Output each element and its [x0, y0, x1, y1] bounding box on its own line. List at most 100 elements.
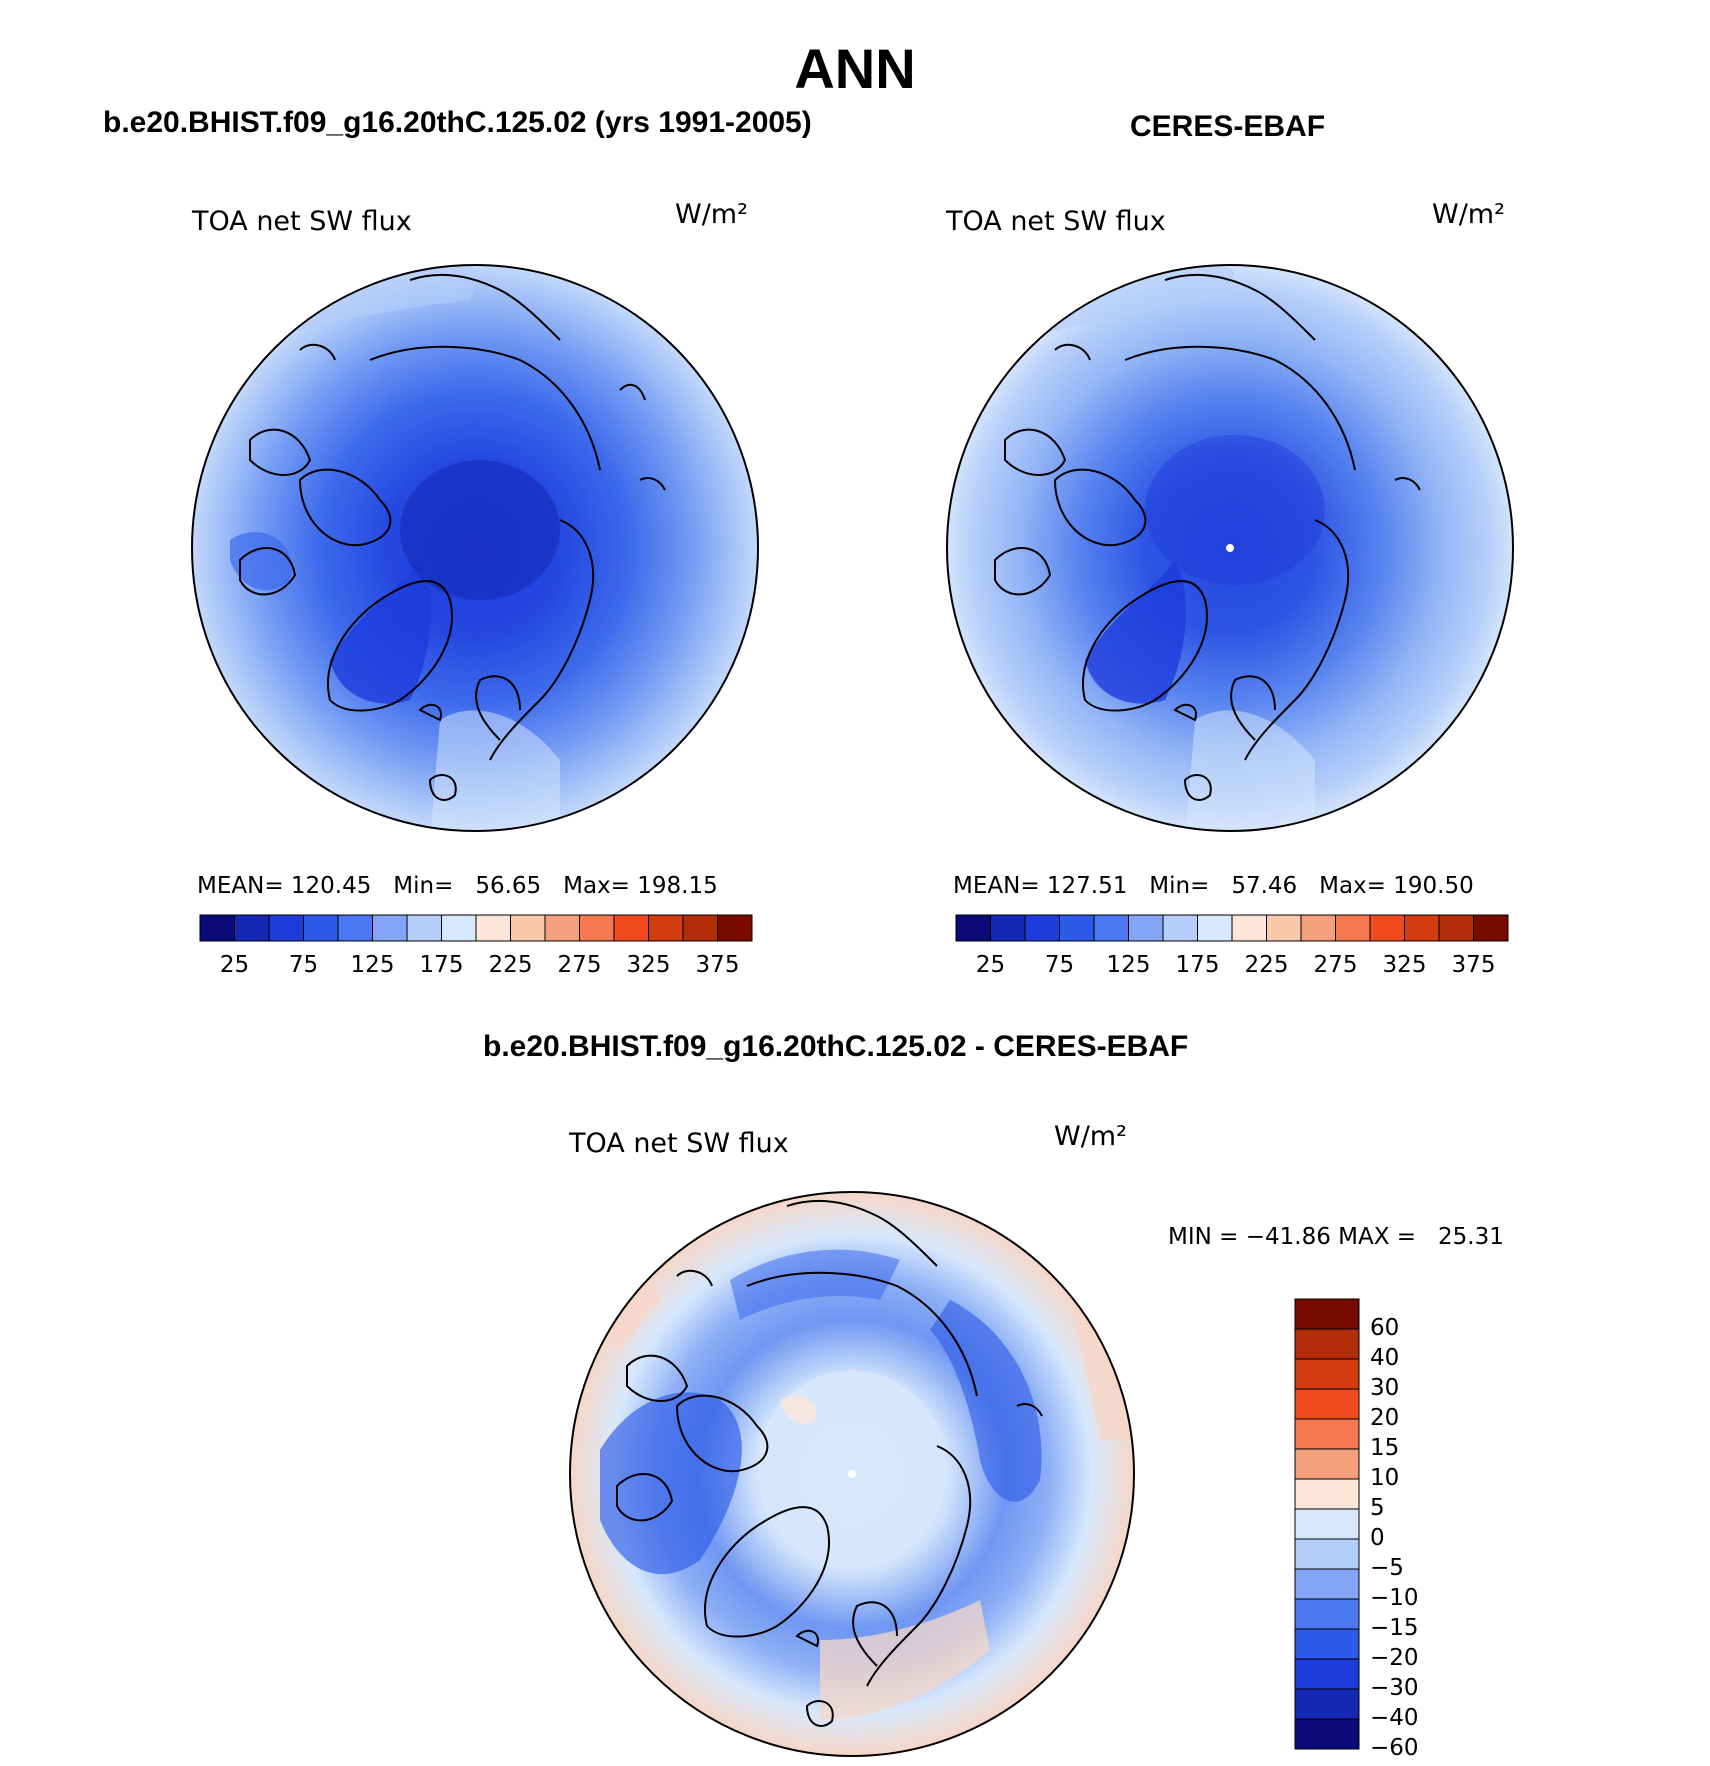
- colorbar-swatch: [234, 914, 270, 942]
- colorbar-swatch: [1162, 914, 1198, 942]
- colorbar-swatch: [1335, 914, 1371, 942]
- colorbar-swatch: [1294, 1298, 1360, 1330]
- colorbar-tick-label: 325: [1382, 952, 1427, 978]
- colorbar-tick-label: 75: [288, 952, 319, 978]
- colorbar-swatch: [1294, 1628, 1360, 1660]
- model-stats: MEAN= 120.45 Min= 56.65 Max= 198.15: [197, 873, 718, 899]
- diff-panel-title: b.e20.BHIST.f09_g16.20thC.125.02 - CERES…: [483, 1030, 1189, 1063]
- colorbar-swatch: [990, 914, 1026, 942]
- obs-variable-label: TOA net SW flux: [946, 206, 1166, 237]
- colorbar-swatch: [1266, 914, 1302, 942]
- colorbar-swatch: [1294, 1598, 1360, 1630]
- colorbar-tick-label: −60: [1370, 1735, 1419, 1761]
- diff-variable-label: TOA net SW flux: [569, 1128, 789, 1159]
- colorbar-swatch: [1294, 1328, 1360, 1360]
- colorbar-tick-label: −30: [1370, 1675, 1419, 1701]
- diff-polar-map: [569, 1191, 1135, 1757]
- colorbar-tick-label: −5: [1370, 1555, 1404, 1581]
- model-colorbar-ticks: 25 75 125 175 225 275 325 375: [0, 952, 740, 978]
- colorbar-tick-label: 225: [488, 952, 533, 978]
- colorbar-swatch: [303, 914, 339, 942]
- colorbar-swatch: [613, 914, 649, 942]
- colorbar-swatch: [441, 914, 477, 942]
- colorbar-swatch: [1294, 1418, 1360, 1450]
- colorbar-swatch: [475, 914, 511, 942]
- colorbar-swatch: [1093, 914, 1129, 942]
- colorbar-swatch: [1294, 1388, 1360, 1420]
- model-variable-label: TOA net SW flux: [192, 206, 412, 237]
- obs-colorbar: [955, 914, 1509, 942]
- colorbar-tick-label: 225: [1244, 952, 1289, 978]
- diff-colorbar-ticks: 60 40 30 20 15 10 5 0 −5 −10 −15 −20 −30 −40 −60: [0, 0, 1419, 1761]
- colorbar-swatch: [337, 914, 373, 942]
- colorbar-swatch: [1294, 1478, 1360, 1510]
- model-polar-map: [191, 264, 759, 832]
- colorbar-swatch: [579, 914, 615, 942]
- model-colorbar: [199, 914, 753, 942]
- colorbar-swatch: [1300, 914, 1336, 942]
- colorbar-swatch: [1024, 914, 1060, 942]
- colorbar-swatch: [199, 914, 235, 942]
- obs-stats: MEAN= 127.51 Min= 57.46 Max= 190.50: [953, 873, 1474, 899]
- colorbar-tick-label: 75: [1044, 952, 1075, 978]
- colorbar-swatch: [510, 914, 546, 942]
- colorbar-swatch: [406, 914, 442, 942]
- colorbar-tick-label: 25: [219, 952, 250, 978]
- colorbar-tick-label: 125: [1106, 952, 1151, 978]
- colorbar-tick-label: 375: [695, 952, 740, 978]
- obs-colorbar-ticks: 25 75 125 175 225 275 325 375: [0, 952, 1496, 978]
- colorbar-tick-label: 275: [557, 952, 602, 978]
- colorbar-tick-label: 175: [419, 952, 464, 978]
- colorbar-tick-label: −15: [1370, 1615, 1419, 1641]
- colorbar-tick-label: 175: [1175, 952, 1220, 978]
- colorbar-tick-label: 20: [1370, 1405, 1400, 1431]
- colorbar-swatch: [1294, 1358, 1360, 1390]
- colorbar-swatch: [1294, 1508, 1360, 1540]
- colorbar-tick-label: 275: [1313, 952, 1358, 978]
- colorbar-swatch: [1404, 914, 1440, 942]
- colorbar-swatch: [1059, 914, 1095, 942]
- figure-title: ANN: [794, 37, 916, 100]
- colorbar-swatch: [717, 914, 753, 942]
- diff-stats: MIN = −41.86 MAX = 25.31: [1168, 1224, 1504, 1250]
- model-units-label: W/m²: [675, 199, 748, 230]
- colorbar-tick-label: 60: [1370, 1315, 1400, 1341]
- diff-units-label: W/m²: [1054, 1121, 1127, 1152]
- colorbar-swatch: [1369, 914, 1405, 942]
- colorbar-tick-label: 375: [1451, 952, 1496, 978]
- colorbar-tick-label: 10: [1370, 1465, 1400, 1491]
- colorbar-swatch: [544, 914, 580, 942]
- colorbar-swatch: [682, 914, 718, 942]
- colorbar-swatch: [372, 914, 408, 942]
- colorbar-swatch: [648, 914, 684, 942]
- colorbar-swatch: [1294, 1538, 1360, 1570]
- colorbar-tick-label: 25: [975, 952, 1006, 978]
- model-panel-title: b.e20.BHIST.f09_g16.20thC.125.02 (yrs 19…: [103, 106, 812, 139]
- colorbar-tick-label: 40: [1370, 1345, 1400, 1371]
- colorbar-swatch: [1294, 1718, 1360, 1750]
- colorbar-swatch: [1294, 1688, 1360, 1720]
- colorbar-tick-label: 125: [350, 952, 395, 978]
- diff-colorbar: [1294, 1298, 1360, 1750]
- colorbar-swatch: [1294, 1568, 1360, 1600]
- colorbar-swatch: [1294, 1448, 1360, 1480]
- colorbar-swatch: [1473, 914, 1509, 942]
- colorbar-swatch: [955, 914, 991, 942]
- colorbar-tick-label: 30: [1370, 1375, 1400, 1401]
- colorbar-swatch: [1231, 914, 1267, 942]
- colorbar-tick-label: 5: [1370, 1495, 1385, 1521]
- colorbar-swatch: [1197, 914, 1233, 942]
- colorbar-swatch: [268, 914, 304, 942]
- colorbar-tick-label: −20: [1370, 1645, 1419, 1671]
- colorbar-swatch: [1128, 914, 1164, 942]
- colorbar-swatch: [1294, 1658, 1360, 1690]
- obs-panel-title: CERES-EBAF: [1130, 110, 1326, 143]
- colorbar-tick-label: 0: [1370, 1525, 1385, 1551]
- obs-units-label: W/m²: [1432, 199, 1505, 230]
- colorbar-swatch: [1438, 914, 1474, 942]
- colorbar-tick-label: −10: [1370, 1585, 1419, 1611]
- colorbar-tick-label: −40: [1370, 1705, 1419, 1731]
- obs-polar-map: [946, 264, 1514, 832]
- colorbar-tick-label: 15: [1370, 1435, 1400, 1461]
